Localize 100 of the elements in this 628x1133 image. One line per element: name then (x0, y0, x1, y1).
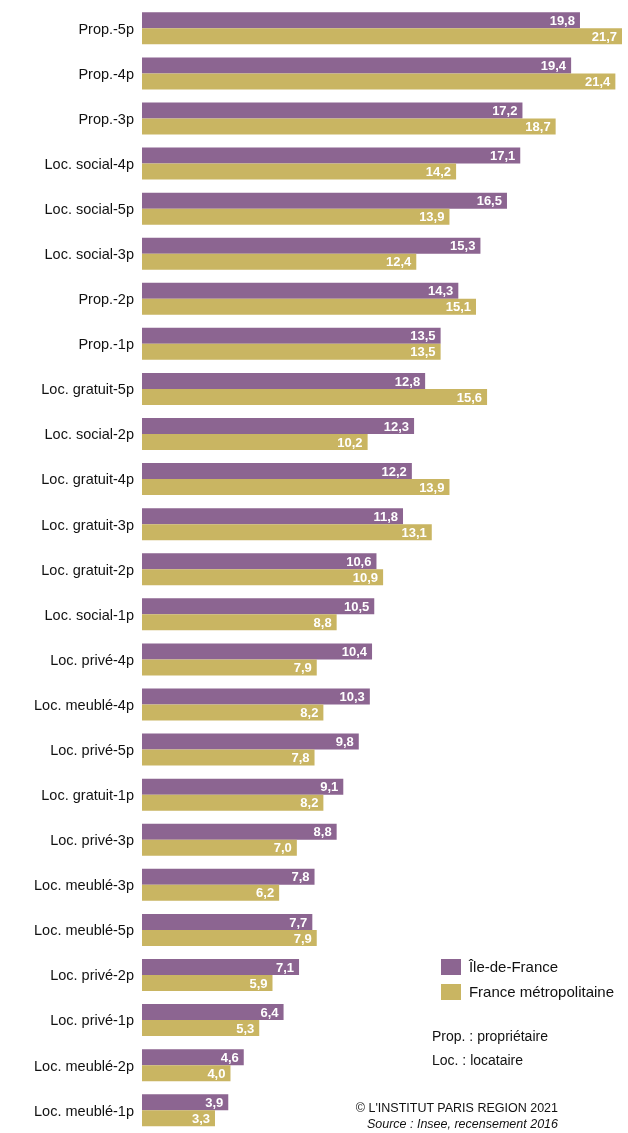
bar (142, 508, 404, 525)
y-tick-label: Loc. meublé-2p (34, 1057, 134, 1074)
bar (142, 479, 450, 496)
bar (142, 839, 297, 856)
y-tick-label: Loc. meublé-1p (34, 1102, 134, 1119)
data-label: 12,4 (385, 254, 413, 270)
bar (142, 1094, 229, 1111)
bar (142, 913, 313, 930)
bar (142, 253, 417, 270)
y-tick-label: Loc. gratuit-5p (41, 381, 134, 398)
y-tick-label: Loc. privé-5p (50, 741, 134, 758)
bar (142, 794, 324, 811)
data-label: 16,5 (476, 193, 502, 209)
bar (142, 643, 373, 660)
bar (142, 974, 273, 991)
y-tick-label: Loc. social-5p (44, 201, 134, 218)
data-label: 17,1 (489, 148, 516, 164)
data-label: 10,5 (343, 598, 370, 614)
y-tick-label: Loc. social-4p (44, 155, 134, 172)
data-label: 10,4 (341, 644, 368, 660)
y-tick-label: Prop.-1p (78, 336, 134, 353)
y-tick-label: Loc. gratuit-3p (41, 516, 134, 533)
bar (142, 327, 441, 344)
data-label: 13,9 (419, 479, 445, 495)
data-label: 8,2 (300, 705, 319, 721)
data-label: 12,8 (394, 373, 421, 389)
bar (142, 1004, 284, 1021)
bar (142, 1065, 231, 1082)
data-label: 13,1 (401, 524, 427, 540)
bar (142, 237, 481, 254)
bar (142, 282, 459, 299)
data-label: 13,5 (410, 328, 436, 344)
bar (142, 524, 432, 541)
data-label: 9,1 (320, 779, 339, 795)
y-tick-label: Loc. gratuit-2p (41, 561, 134, 578)
y-tick-label: Loc. privé-3p (50, 832, 134, 849)
bar (142, 418, 415, 435)
data-label: 8,2 (300, 795, 319, 811)
bar (142, 778, 344, 795)
data-label: 7,0 (273, 840, 292, 856)
bar (142, 958, 300, 975)
annotation: Source : Insee, recensement 2016 (365, 1116, 558, 1132)
y-tick-label: Prop.-5p (78, 20, 134, 37)
bar (142, 598, 375, 615)
y-tick-label: Loc. social-3p (44, 246, 134, 263)
y-tick-label: Loc. social-1p (44, 606, 134, 623)
bar (142, 1020, 260, 1037)
bar (142, 192, 507, 209)
data-label: 7,7 (289, 914, 308, 930)
bar (142, 372, 426, 389)
bar (142, 147, 521, 164)
y-tick-label: Loc. meublé-4p (34, 696, 134, 713)
bar (142, 102, 523, 119)
data-label: 18,7 (525, 119, 551, 135)
data-label: 7,9 (293, 930, 312, 946)
y-tick-label: Loc. meublé-3p (34, 877, 134, 894)
data-label: 4,6 (220, 1049, 239, 1065)
bar (142, 28, 622, 45)
bar (142, 343, 441, 360)
y-tick-label: Loc. social-2p (44, 426, 134, 443)
data-label: 4,0 (207, 1065, 226, 1081)
bar (142, 569, 384, 586)
data-label: 6,2 (256, 885, 275, 901)
data-label: 13,9 (419, 209, 445, 225)
data-label: 9,8 (335, 734, 354, 750)
data-label: 8,8 (313, 614, 332, 630)
data-label: 12,2 (381, 463, 407, 479)
bar (142, 553, 377, 570)
y-tick-label: Loc. gratuit-1p (41, 787, 134, 804)
y-tick-label: Prop.-2p (78, 291, 134, 308)
data-label: 7,8 (291, 750, 310, 766)
data-label: 15,1 (445, 299, 472, 315)
data-label: 19,8 (549, 12, 575, 28)
y-tick-label: Loc. meublé-5p (34, 922, 134, 939)
y-tick-label: Prop.-3p (78, 110, 134, 127)
y-tick-label: Loc. privé-2p (50, 967, 134, 984)
data-label: 10,2 (337, 434, 363, 450)
data-label: 17,2 (492, 103, 518, 119)
data-label: 7,9 (293, 660, 312, 676)
bar (142, 298, 477, 315)
data-label: 5,3 (236, 1020, 255, 1036)
data-label: 8,8 (313, 824, 332, 840)
bar (142, 73, 616, 90)
bar (142, 733, 359, 750)
bar (142, 929, 317, 946)
data-label: 21,7 (591, 28, 617, 44)
bar (142, 823, 337, 840)
y-tick-label: Loc. privé-4p (50, 651, 134, 668)
data-label: 14,2 (425, 164, 452, 180)
data-label: 10,3 (339, 689, 365, 705)
data-label: 5,9 (249, 975, 268, 991)
data-label: 10,6 (346, 553, 372, 569)
bar (142, 163, 457, 180)
data-label: 7,1 (275, 959, 295, 975)
data-label: 14,3 (428, 283, 454, 299)
bar (142, 614, 337, 631)
bar (142, 688, 370, 705)
bar (142, 434, 368, 451)
annotation: Prop. : propriétaire (432, 1027, 548, 1046)
bar (142, 704, 324, 721)
